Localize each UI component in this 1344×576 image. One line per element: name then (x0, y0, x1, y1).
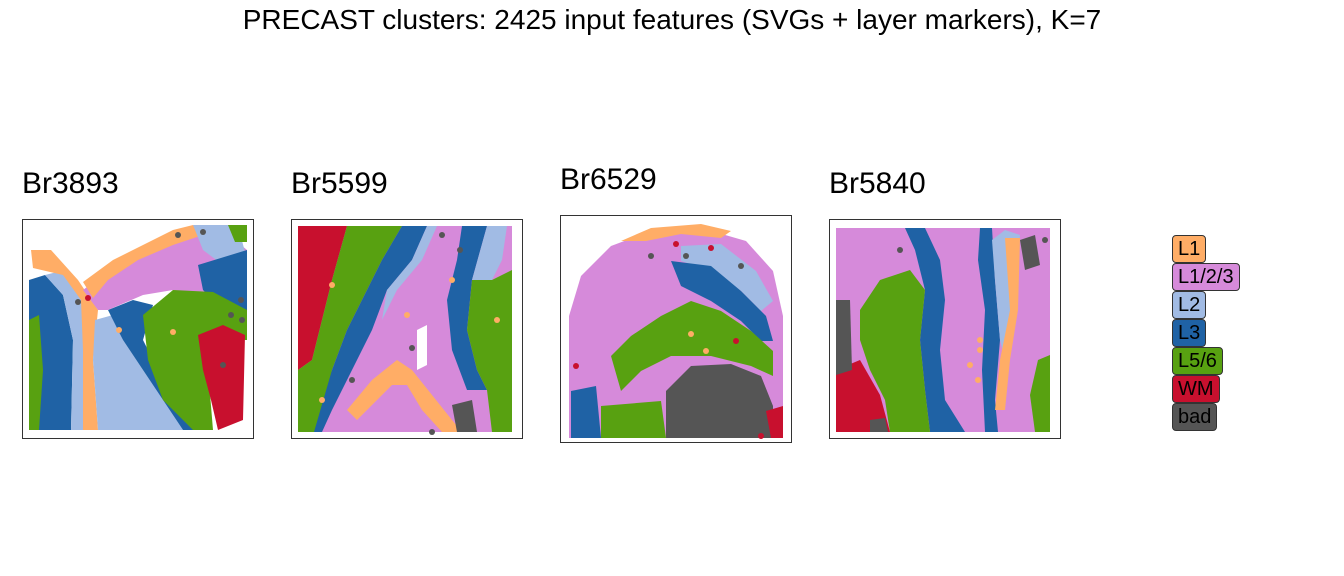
legend-key-l2: L2 (1172, 291, 1207, 319)
spot-region-wm (198, 325, 245, 430)
spot-region-l1-top (83, 225, 203, 298)
spot-region-l3-band (671, 261, 773, 341)
spot-region-l3-right (978, 228, 1000, 432)
legend-key-l123: L1/2/3 (1172, 263, 1240, 291)
facet-label-br3893: Br3893 (22, 167, 119, 200)
facet-panel-br6529 (560, 215, 792, 443)
spot-region-l5-corner (228, 225, 247, 242)
facet-panel-br5599 (291, 219, 523, 439)
spot-region-l5-center (860, 270, 930, 432)
spot-region-l1-right (995, 238, 1020, 410)
spot-region-bad-bottom (870, 418, 888, 432)
spot-region-l3-bottom-left (571, 386, 601, 438)
spot-region-l3-center (905, 228, 965, 432)
facet-panel-br5840 (829, 219, 1061, 439)
spot-scatter (897, 237, 1048, 383)
spot-region-l5-left (29, 315, 43, 430)
spot-region-wm-corner (766, 406, 783, 438)
spot-region-wm (836, 360, 890, 432)
spot-region-l1-top (621, 224, 731, 241)
spot-region-l2-center (93, 315, 183, 430)
spot-region-l3-center (108, 300, 213, 430)
spot-region-l3-right (447, 226, 487, 390)
legend-key-bad: bad (1172, 403, 1218, 431)
spot-region-l5-right (467, 270, 512, 432)
spot-scatter (573, 241, 764, 439)
spot-region-l2-right (472, 226, 507, 280)
spot-region-l1-center (347, 360, 462, 432)
spot-region-bad-left (836, 300, 852, 375)
legend-key-l3: L3 (1172, 319, 1207, 347)
spot-region-l5-left (298, 226, 402, 432)
legend-key-wm: WM (1172, 375, 1220, 403)
spot-region-l2-left (382, 226, 437, 320)
spot-region-l5-right (1030, 355, 1050, 432)
spot-region-l5-right (143, 290, 247, 430)
spot-region-bad-top (1020, 235, 1040, 270)
legend-key-l56: L5/6 (1172, 347, 1223, 375)
spot-region-l3-left (314, 226, 427, 432)
spot-region-l1-center (31, 250, 98, 430)
spot-region-wm (298, 226, 347, 370)
legend-key-l1: L1 (1172, 235, 1207, 263)
spot-region-l2-band (681, 244, 773, 311)
chart-title: PRECAST clusters: 2425 input features (S… (242, 4, 1102, 35)
spot-scatter (75, 229, 245, 368)
spot-region-l5-bottom (601, 401, 666, 438)
facet-panel-br3893 (22, 219, 254, 439)
spot-region-gap (417, 325, 427, 370)
facet-label-br6529: Br6529 (560, 163, 657, 196)
spot-region-bad-corner (452, 400, 477, 432)
spot-region-bad (666, 364, 773, 438)
spot-scatter (319, 232, 500, 435)
spot-region-l2-left (45, 270, 87, 430)
spot-region-l5-band (611, 301, 773, 391)
facet-label-br5840: Br5840 (829, 167, 926, 200)
facet-label-br5599: Br5599 (291, 167, 388, 200)
